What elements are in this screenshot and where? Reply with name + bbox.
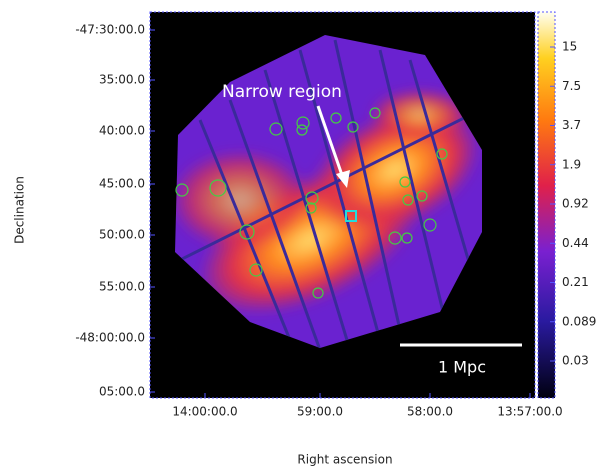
- y-tick-label: -47:30:00.0: [75, 23, 145, 37]
- annotation: Narrow region: [222, 82, 342, 102]
- colorbar-label: 1.9: [562, 157, 581, 171]
- xray-image: [175, 35, 482, 348]
- x-tick-label: 13:57:00.0: [497, 405, 562, 419]
- colorbar-label: 0.92: [562, 197, 589, 211]
- arrow-head: [336, 170, 350, 188]
- colorbar-label: 0.44: [562, 236, 589, 250]
- y-tick-label: 40:00.0: [99, 124, 145, 138]
- colorbar-label: 7.5: [562, 79, 581, 93]
- colorbar-label: 15: [562, 40, 577, 54]
- arrow-shaft: [316, 105, 345, 179]
- x-axis-title: Right ascension: [297, 453, 392, 467]
- y-tick-label: 50:00.0: [99, 228, 145, 242]
- colorbar-label: 0.21: [562, 275, 589, 289]
- narrow-region-box: [345, 210, 357, 222]
- colorbar: [537, 11, 556, 399]
- source-circles: [175, 107, 448, 299]
- y-tick-label: 45:00.0: [99, 177, 145, 191]
- y-axis-title: Declination: [13, 176, 27, 244]
- colorbar-label: 0.03: [562, 354, 589, 368]
- y-tick-label: 05:00.0: [99, 385, 145, 399]
- y-tick-label: 35:00.0: [99, 73, 145, 87]
- x-tick-label: 14:00:00.0: [172, 405, 237, 419]
- x-tick-label: 58:00.0: [407, 405, 453, 419]
- colorbar-label: 3.7: [562, 118, 581, 132]
- colorbar-label: 0.089: [562, 314, 596, 328]
- scale-bar-label: 1 Mpc: [438, 358, 486, 377]
- y-tick-label: 55:00.0: [99, 280, 145, 294]
- x-tick-label: 59:00.0: [297, 405, 343, 419]
- y-tick-label: -48:00:00.0: [75, 331, 145, 345]
